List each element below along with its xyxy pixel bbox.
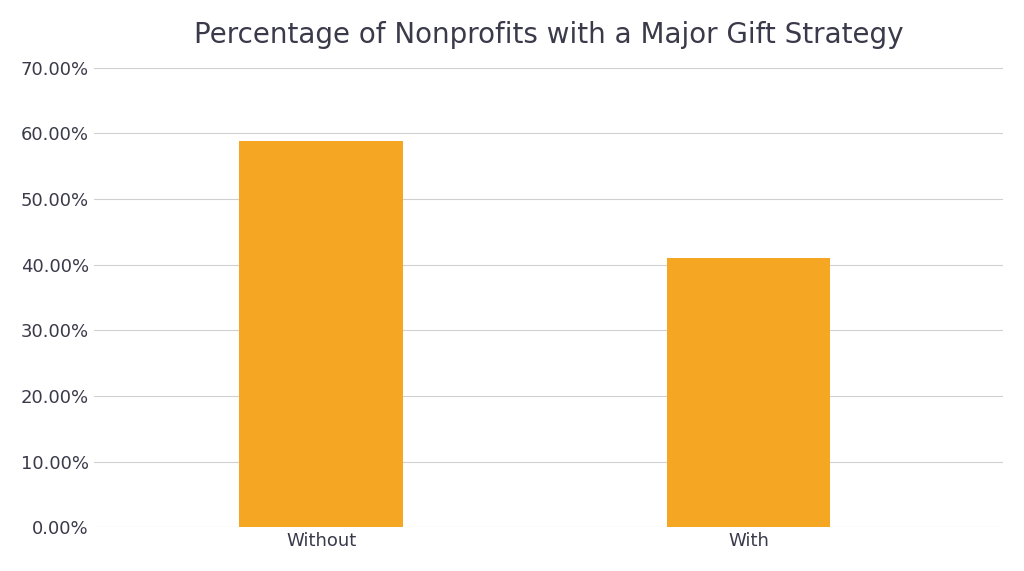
Bar <box>240 140 403 527</box>
Title: Percentage of Nonprofits with a Major Gift Strategy: Percentage of Nonprofits with a Major Gi… <box>194 21 903 49</box>
Bar <box>667 258 830 527</box>
